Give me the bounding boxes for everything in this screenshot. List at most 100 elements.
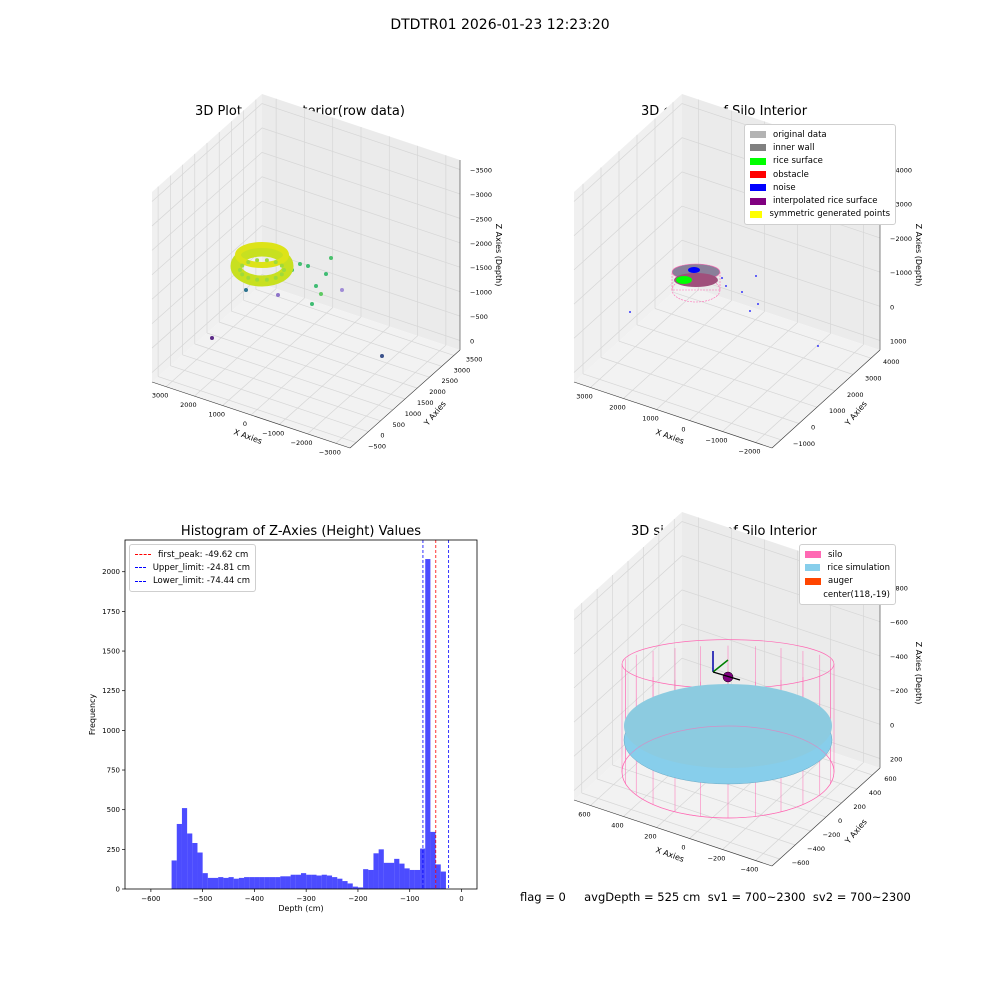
p1-ztick: −3500 — [470, 167, 492, 175]
p2-ztick: 1000 — [890, 338, 907, 346]
histogram-bar — [389, 862, 395, 889]
legend-entry: inner wall — [750, 141, 890, 154]
p4-ytick: −600 — [792, 859, 810, 867]
histogram-bar — [238, 877, 245, 889]
p1-data-point — [210, 336, 214, 340]
histogram-bar — [269, 877, 276, 889]
p2-xtick: 2000 — [609, 404, 626, 412]
figure-title: DTDTR01 2026-01-23 12:23:20 — [390, 17, 610, 33]
p2-noise-point — [757, 303, 759, 305]
x-tick-label: 0 — [459, 895, 463, 903]
histogram-bar — [197, 852, 203, 889]
p2-noise-point — [817, 345, 819, 347]
histogram-bar — [264, 877, 270, 889]
p2-grid-x — [689, 322, 798, 421]
histogram-bar — [280, 876, 286, 889]
p1-xtick: −3000 — [319, 448, 341, 456]
legend-entry: interpolated rice surface — [750, 194, 890, 207]
x-tick-label: −100 — [400, 895, 419, 903]
histogram-bar — [171, 860, 177, 889]
silo-bottom-ring-front — [621, 725, 835, 819]
p2-noise-point — [725, 285, 727, 287]
y-tick-label: 1000 — [102, 727, 120, 735]
p1-data-point — [240, 263, 245, 268]
legend-swatch — [805, 591, 816, 598]
legend-label: inner wall — [773, 142, 815, 153]
x-axis-label: Depth (cm) — [278, 904, 323, 913]
histogram-bar — [383, 862, 389, 889]
p1-data-point — [244, 288, 248, 292]
p4-ztick: −600 — [890, 619, 908, 627]
p1-data-point — [380, 354, 384, 358]
panel2-legend: original data inner wall rice surface obsta… — [744, 124, 896, 226]
p1-ytick: 0 — [380, 432, 384, 440]
p4-zlabel: Z Axies (Depth) — [914, 642, 923, 705]
p1-ztick: −1500 — [470, 264, 492, 272]
p4-grid-z — [573, 623, 881, 723]
p4-xtick: 600 — [578, 811, 590, 819]
legend-label: interpolated rice surface — [773, 196, 878, 207]
p4-ytick: 600 — [884, 775, 896, 783]
p2-grid-z — [573, 239, 881, 339]
histogram-bar — [399, 863, 405, 889]
p1-data-point — [279, 263, 284, 268]
histogram-bar — [249, 877, 255, 889]
p1-grid-y — [243, 300, 442, 367]
histogram-bar — [301, 873, 307, 889]
p2-ytick: 0 — [811, 424, 815, 432]
p1-ytick: 1000 — [405, 410, 422, 418]
legend-swatch — [805, 551, 821, 559]
legend-label: rice surface — [773, 156, 823, 167]
legend-swatch — [750, 184, 766, 192]
y-tick-label: 500 — [107, 806, 120, 814]
y-axis-label: Frequency — [88, 694, 97, 736]
p4-grid-y — [581, 792, 780, 860]
legend-swatch — [750, 210, 763, 218]
histogram-bar — [254, 877, 260, 889]
orientation-y-arrow — [712, 659, 729, 673]
p1-grid-y — [170, 365, 369, 432]
histogram-bar — [425, 559, 431, 889]
p1-ytick: −500 — [368, 443, 386, 451]
histogram-bar — [409, 869, 415, 889]
p4-ytick: −400 — [807, 845, 825, 853]
y-tick-label: 750 — [107, 767, 120, 775]
p4-ytick: 200 — [853, 803, 865, 811]
legend-swatch — [750, 144, 766, 152]
p2-xtick: −1000 — [706, 437, 728, 445]
p1-xtick: 0 — [243, 420, 247, 428]
y-tick-label: 1250 — [102, 687, 120, 695]
histogram-bar — [181, 808, 188, 889]
p4-x-axis-line — [573, 799, 773, 867]
p1-ztick: −500 — [470, 313, 488, 321]
p1-ytick: 2500 — [441, 377, 458, 385]
histogram-bar — [202, 873, 208, 889]
p2-noise-point — [721, 277, 723, 279]
p1-ztick: 0 — [470, 338, 474, 346]
histogram-bar — [207, 877, 213, 889]
p2-noise-point — [741, 291, 743, 293]
legend-label: rice simulation — [827, 562, 890, 573]
y-tick-label: 2000 — [102, 568, 120, 576]
histogram-bar — [337, 878, 343, 889]
p4-xtick: 400 — [611, 822, 623, 830]
legend-label: symmetric generated points — [769, 209, 890, 220]
histogram-bar — [326, 875, 333, 889]
p1-data-point — [324, 272, 328, 276]
p2-grid-x — [590, 289, 699, 388]
p2-noise-point — [749, 310, 751, 312]
p1-ztick: −2000 — [470, 240, 492, 248]
x-tick-label: −500 — [193, 895, 212, 903]
p2-ztick: −3000 — [890, 201, 912, 209]
histogram-bar — [223, 877, 229, 889]
x-tick-label: −600 — [141, 895, 160, 903]
histogram-bar — [218, 877, 224, 889]
panel4-legend: silo rice simulation auger center(118,-19) — [799, 544, 896, 606]
p2-grid-x — [656, 311, 765, 410]
legend-entry: center(118,-19) — [805, 588, 890, 601]
histogram-bar — [347, 883, 353, 889]
p2-ytick: −1000 — [793, 440, 815, 448]
histogram-bar — [357, 887, 364, 889]
histogram-bar — [404, 868, 410, 889]
p1-ytick: 3500 — [466, 355, 483, 363]
